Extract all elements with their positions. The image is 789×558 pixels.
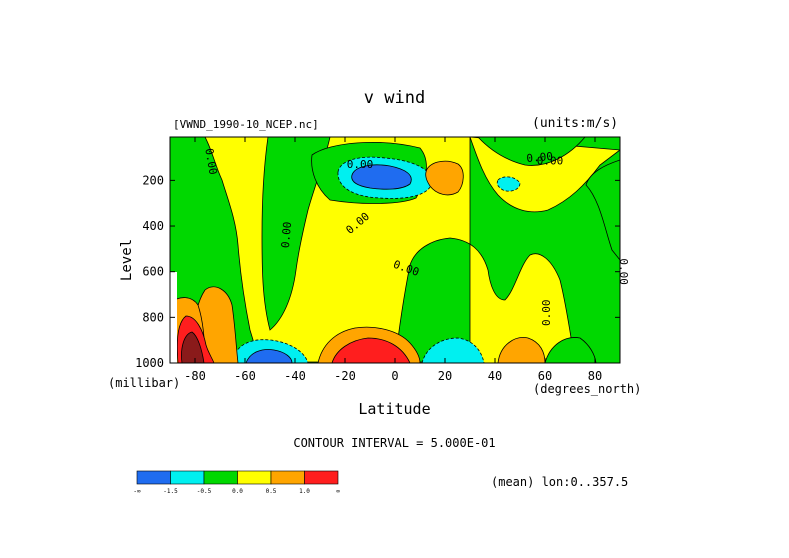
x-tick-label: 60 xyxy=(538,369,552,383)
strong-negative-region xyxy=(351,164,412,190)
y-axis-units: (millibar) xyxy=(108,376,181,390)
x-tick-label: 0 xyxy=(391,369,398,383)
colorbar-swatch xyxy=(170,470,205,485)
colorbar-swatch xyxy=(237,470,272,485)
colorbar: -∞ -1.5 -0.5 0.0 0.5 1.0 ∞ xyxy=(133,470,340,495)
x-tick-label: -60 xyxy=(234,369,256,383)
negative-region xyxy=(585,159,620,261)
colorbar-swatch xyxy=(270,470,305,485)
y-tick-label: 800 xyxy=(142,310,164,324)
colorbar-label: -1.5 xyxy=(163,488,178,495)
negative-region xyxy=(261,137,331,331)
colorbar-label: -0.5 xyxy=(197,488,212,495)
file-label: [VWND_1990-10_NCEP.nc] xyxy=(173,118,319,131)
units-label: (units:m/s) xyxy=(532,116,619,131)
positive-region xyxy=(425,160,464,196)
y-tick-label: 1000 xyxy=(135,356,164,370)
strong-negative-region xyxy=(421,337,485,363)
x-axis-units: (degrees_north) xyxy=(533,382,642,396)
contour-label: 0.00 xyxy=(540,300,553,327)
x-axis-label: Latitude xyxy=(358,400,431,418)
y-tick-label: 600 xyxy=(142,265,164,279)
colorbar-swatch xyxy=(304,470,339,485)
contour-field xyxy=(170,137,620,363)
strong-negative-region xyxy=(496,176,521,192)
y-tick-label: 400 xyxy=(142,219,164,233)
y-axis: 200 400 600 800 1000 xyxy=(135,173,620,370)
x-tick-label: -40 xyxy=(284,369,306,383)
strong-positive-region xyxy=(331,337,411,363)
positive-region xyxy=(497,337,546,363)
strong-negative-region xyxy=(245,349,293,363)
strong-positive-region xyxy=(181,331,205,363)
colorbar-label: 0.5 xyxy=(266,488,277,495)
colorbar-label: -∞ xyxy=(133,488,141,495)
chart-title: v wind xyxy=(363,88,426,108)
x-tick-label: 20 xyxy=(438,369,452,383)
colorbar-label: 0.0 xyxy=(232,488,243,495)
x-tick-label: -20 xyxy=(334,369,356,383)
contour-label: 0.00 xyxy=(537,154,564,167)
contour-label: 0.00 xyxy=(526,150,554,165)
contour-label: 0.00 xyxy=(617,258,630,285)
colorbar-label: 1.0 xyxy=(299,488,310,495)
x-axis: -80 -60 -40 -20 0 20 40 60 80 xyxy=(184,137,602,383)
contour-interval-label: CONTOUR INTERVAL = 5.000E-01 xyxy=(293,436,496,450)
contour-label: 0.00 xyxy=(202,147,219,175)
y-tick-label: 200 xyxy=(142,173,164,187)
colorbar-swatch xyxy=(136,470,171,485)
negative-region xyxy=(477,137,586,166)
mean-label: (mean) lon:0..357.5 xyxy=(491,475,629,489)
x-tick-label: -80 xyxy=(184,369,206,383)
contour-label: 0.00 xyxy=(347,158,374,171)
colorbar-swatch xyxy=(203,470,238,485)
x-tick-label: 80 xyxy=(588,369,602,383)
x-tick-label: 40 xyxy=(488,369,502,383)
contour-label: 0.00 xyxy=(279,221,294,249)
colorbar-label: ∞ xyxy=(336,488,340,495)
